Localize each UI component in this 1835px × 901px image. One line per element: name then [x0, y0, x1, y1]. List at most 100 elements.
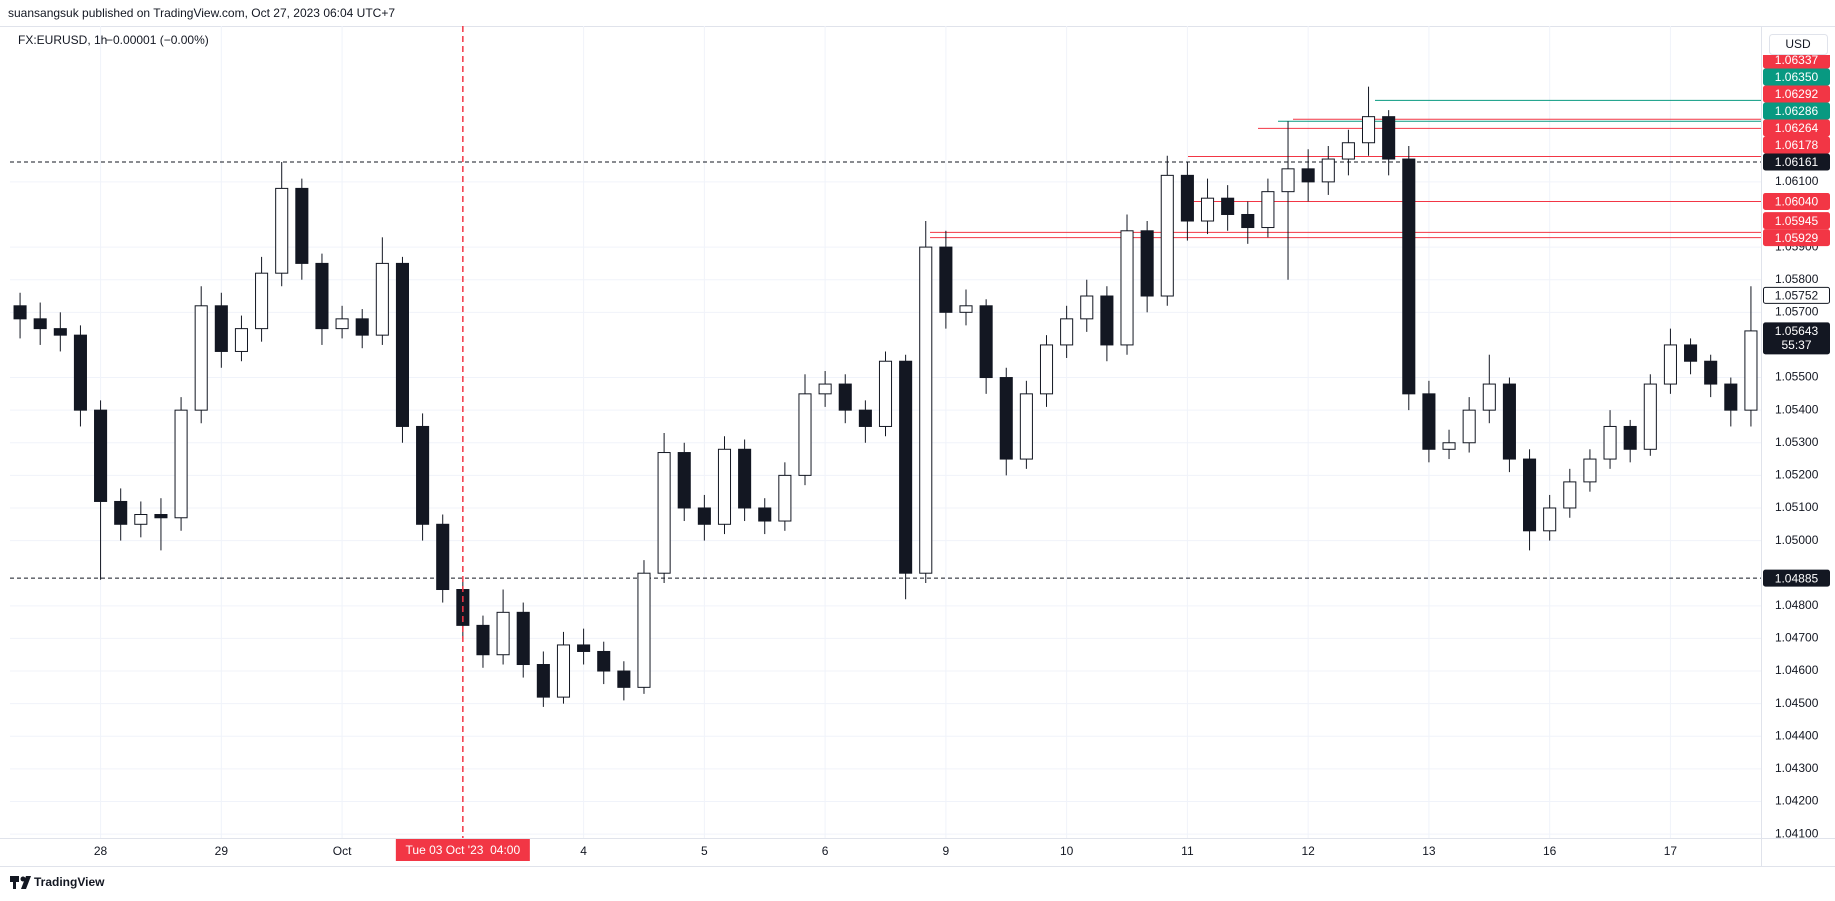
price-tag-label: 1.05643 — [1775, 324, 1819, 338]
candle-body — [637, 572, 651, 688]
candle-body — [295, 187, 309, 264]
candle-body — [1160, 174, 1174, 297]
price-tag-label: 1.06264 — [1775, 121, 1819, 135]
candle-body — [234, 328, 248, 352]
candle-body — [939, 246, 953, 313]
price-tag — [1763, 569, 1830, 587]
candle-body — [1603, 425, 1617, 460]
candle-body — [73, 334, 87, 411]
candle-body — [154, 514, 168, 519]
candle-body — [1261, 191, 1275, 229]
candle-body — [979, 305, 993, 379]
candle-body — [1583, 458, 1597, 483]
x-tick-label: Oct — [333, 844, 352, 858]
candle-body — [1402, 158, 1416, 395]
candle-body — [697, 507, 711, 525]
candle-body — [1382, 116, 1396, 160]
price-axis: 1.04100 1.04200 1.04300 1.04400 1.04500 1.046… — [1775, 174, 1819, 840]
x-tick-label: 11 — [1181, 844, 1194, 858]
y-tick-label: 1.05100 — [1775, 500, 1819, 514]
candle-body — [1120, 230, 1134, 346]
candle-body — [1543, 507, 1557, 532]
candle-body — [1341, 142, 1355, 160]
candle-body — [1643, 383, 1657, 450]
y-tick-label: 1.04200 — [1775, 794, 1819, 808]
candle-body — [818, 383, 832, 395]
y-tick-label: 1.04600 — [1775, 663, 1819, 677]
y-tick-label: 1.06100 — [1775, 174, 1819, 188]
y-tick-label: 1.04700 — [1775, 631, 1819, 645]
candle-body — [1523, 458, 1537, 532]
candle-body — [315, 262, 329, 330]
candle-body — [1482, 383, 1496, 411]
x-tick-label: 12 — [1301, 844, 1315, 858]
candle-body — [1744, 330, 1758, 411]
x-tick-label: 6 — [822, 844, 829, 858]
candle-body — [738, 448, 752, 509]
logo-part — [13, 876, 16, 889]
x-tick-label: 4 — [580, 844, 587, 858]
price-tag — [1763, 322, 1830, 355]
price-tag-label: 1.06286 — [1775, 104, 1819, 118]
candle-body — [999, 377, 1013, 460]
candle-body — [1563, 481, 1577, 509]
candle-body — [516, 611, 530, 666]
y-tick-label: 1.04400 — [1775, 728, 1819, 742]
price-tag-label: 1.04885 — [1775, 571, 1819, 585]
candle-body — [1140, 230, 1154, 297]
candle-body — [1462, 409, 1476, 444]
x-tick-label: 10 — [1060, 844, 1074, 858]
crosshair: Tue 03 Oct '23 04:00 — [395, 26, 530, 861]
candle-body — [778, 474, 792, 522]
candle-body — [476, 624, 490, 656]
candle-body — [1060, 318, 1074, 346]
price-tag-label: 1.06161 — [1775, 155, 1819, 169]
candle-body — [1100, 295, 1114, 346]
price-tag-label: 1.05752 — [1775, 289, 1819, 303]
price-tag-label: 1.05945 — [1775, 214, 1819, 228]
candle-body — [1200, 197, 1215, 222]
y-tick-label: 1.05500 — [1775, 370, 1819, 384]
brand-logo — [10, 876, 31, 889]
candle-body — [617, 670, 631, 688]
price-tag-label: 1.06292 — [1775, 87, 1819, 101]
price-tag — [1763, 286, 1830, 304]
candle-body — [959, 305, 973, 313]
candle-body — [134, 514, 148, 525]
candle-body — [536, 664, 550, 698]
y-tick-label: 1.05300 — [1775, 435, 1819, 449]
candle-body — [878, 360, 893, 427]
price-tag — [1763, 212, 1830, 230]
y-tick-label: 1.05200 — [1775, 468, 1819, 482]
candle-body — [838, 383, 852, 411]
y-tick-label: 1.04300 — [1775, 761, 1819, 775]
published-line: suansangsuk published on TradingView.com… — [8, 6, 395, 20]
candle-body — [255, 272, 269, 330]
candle-body — [1724, 383, 1738, 411]
candle-body — [1663, 344, 1677, 385]
price-tag — [1763, 136, 1830, 154]
price-tag — [1763, 102, 1830, 120]
price-tag — [1763, 55, 1830, 69]
currency-label[interactable]: USD — [1785, 37, 1811, 51]
price-tag — [1763, 68, 1830, 86]
currency-button[interactable] — [1769, 34, 1828, 55]
candle-body — [1039, 344, 1054, 395]
price-tag — [1763, 229, 1830, 247]
y-tick-label: 1.05000 — [1775, 533, 1819, 547]
time-axis: 28 29 Oct 4 5 6 9 10 11 12 13 16 17 — [94, 844, 1678, 858]
crosshair-label: Tue 03 Oct '23 04:00 — [406, 843, 521, 857]
candle-body — [1442, 442, 1456, 450]
candle-body — [1241, 213, 1255, 229]
candle-body — [858, 409, 872, 427]
candle-body — [577, 644, 591, 652]
candle-body — [53, 328, 67, 336]
candle-body — [899, 360, 913, 574]
candle-body — [174, 409, 188, 519]
candle-body — [114, 500, 128, 525]
logo-part — [20, 876, 26, 882]
candle-body — [1321, 158, 1335, 183]
x-tick-label: 16 — [1543, 844, 1557, 858]
